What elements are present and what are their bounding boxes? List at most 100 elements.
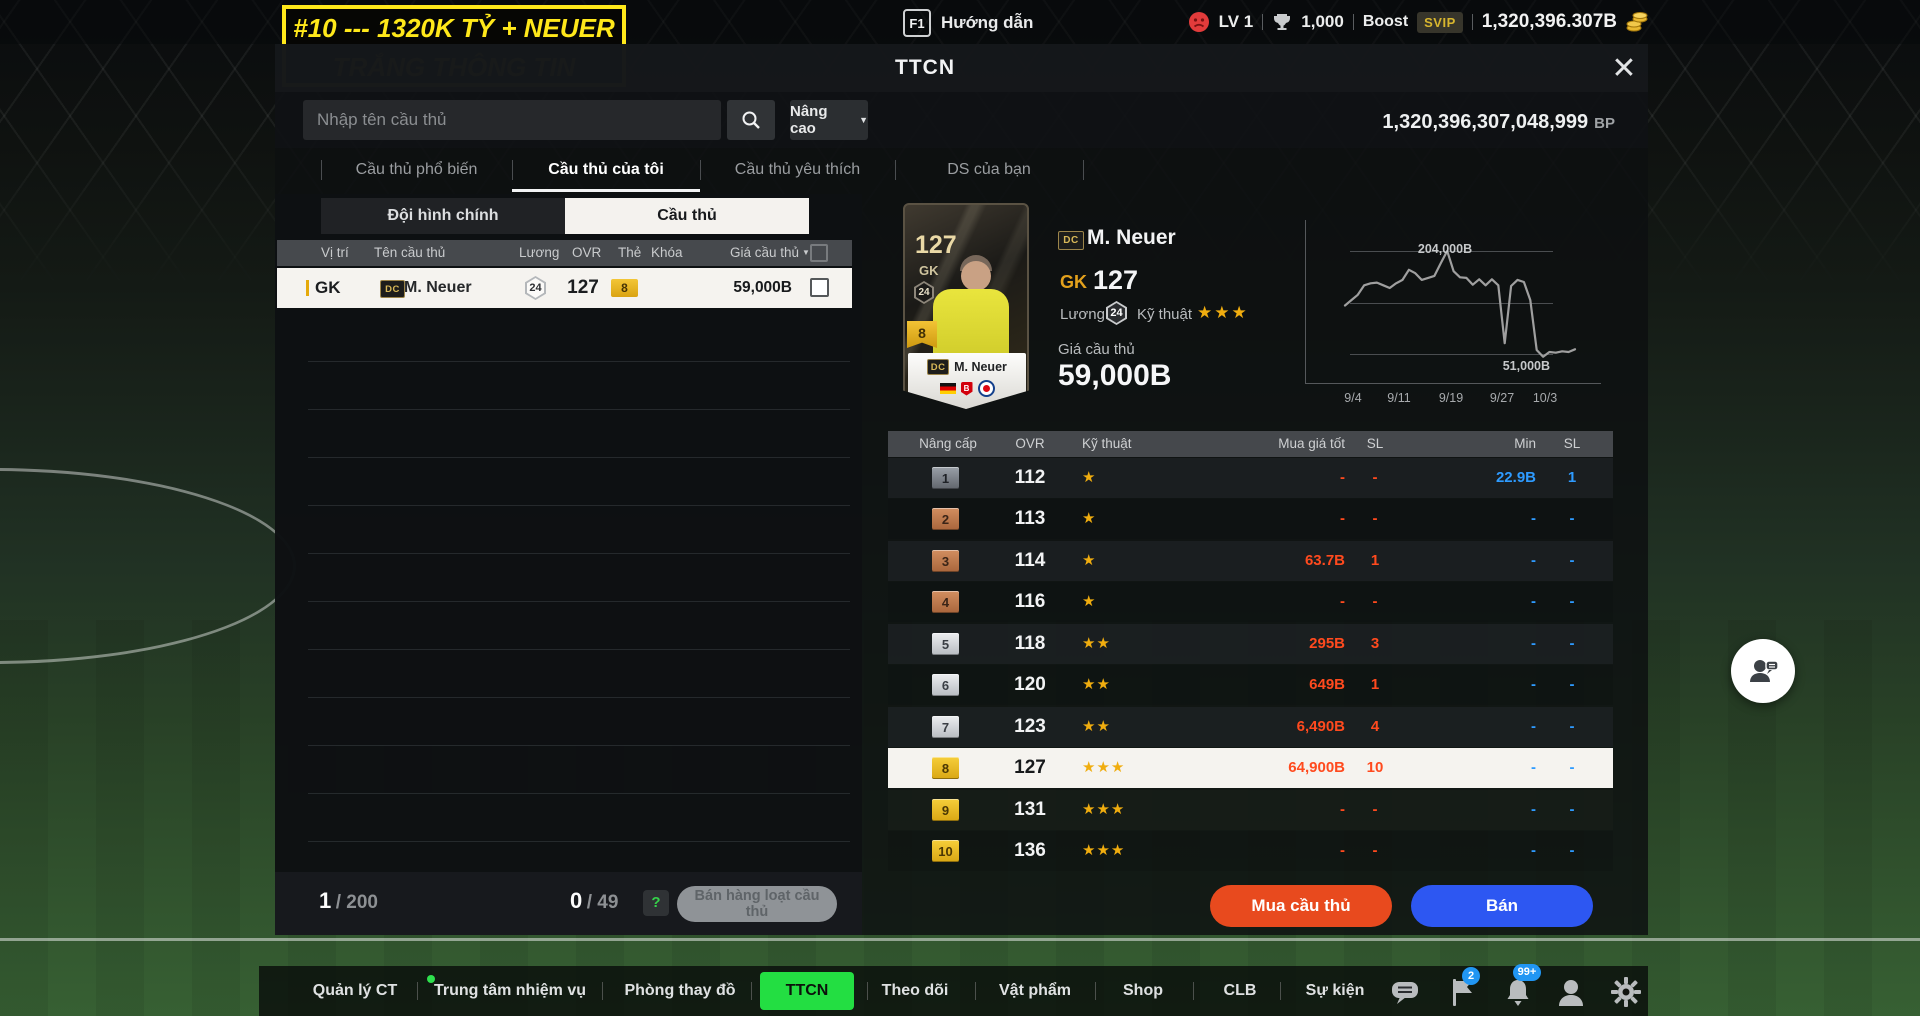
sort-desc-icon: ▼: [802, 248, 810, 257]
help-label: Hướng dẫn: [941, 13, 1034, 32]
player-list-header: Vị trí Tên cầu thủ Lương OVR Thẻ Khóa Gi…: [277, 240, 852, 266]
advanced-label: Nâng cao: [790, 103, 828, 137]
tab-your-list[interactable]: DS của bạn: [947, 161, 1031, 178]
detail-player-name: M. Neuer: [1087, 226, 1176, 249]
tab-popular-players[interactable]: Cầu thủ phổ biến: [355, 161, 478, 178]
nav-shop[interactable]: Shop: [1123, 982, 1163, 999]
bayern-crest-icon: [977, 380, 995, 397]
nav-ttcn-active[interactable]: TTCN: [760, 972, 854, 1010]
nav-mission-center[interactable]: Trung tâm nhiệm vụ: [433, 982, 587, 999]
col-name: Tên cầu thủ: [374, 245, 446, 260]
person-chat-icon: [1750, 660, 1779, 682]
chat-icon[interactable]: [1388, 975, 1422, 1009]
card-salary-hex: 24: [914, 281, 934, 304]
trophy-icon: [1274, 14, 1291, 30]
tab-my-players[interactable]: Cầu thủ của tôi: [548, 161, 664, 178]
upgrade-row-3[interactable]: 3 114 ★ 63.7B 1- -: [888, 541, 1613, 581]
upgrade-row-1[interactable]: 1 112 ★ - -22.9B 1: [888, 458, 1613, 498]
price-line-series: [1343, 249, 1577, 358]
nav-follow[interactable]: Theo dõi: [881, 982, 949, 999]
modal-title: TTCN: [895, 56, 955, 79]
card-position: GK: [919, 263, 939, 278]
player-card: 127 GK 24 8 DC M. Neuer B: [903, 203, 1029, 409]
skill-label: Kỹ thuật: [1137, 306, 1193, 323]
chart-max-label: 204,000B: [1417, 242, 1473, 256]
row-price: 59,000B: [733, 279, 792, 296]
boost-label[interactable]: Boost: [1362, 13, 1409, 30]
upgrade-row-5[interactable]: 5 118 ★★ 295B 3- -: [888, 624, 1613, 664]
upgrade-row-7[interactable]: 7 123 ★★ 6,490B 4- -: [888, 707, 1613, 747]
help-shortcut[interactable]: F1 Hướng dẫn: [903, 9, 1033, 37]
detail-position: GK: [1060, 272, 1087, 292]
salary-hex-badge: 24: [525, 276, 546, 300]
chevron-down-icon: ▼: [859, 115, 868, 125]
nav-items[interactable]: Vật phẩm: [998, 982, 1072, 999]
svip-badge[interactable]: SVIP: [1417, 11, 1463, 33]
upgrade-row-4[interactable]: 4 116 ★ - - - -: [888, 582, 1613, 622]
upgrade-row-9[interactable]: 9 131 ★★★ - - - -: [888, 790, 1613, 830]
tab-favorite-players[interactable]: Cầu thủ yêu thích: [734, 161, 861, 178]
search-icon: [742, 111, 760, 129]
upgrade-row-10[interactable]: 10 136 ★★★ - - - -: [888, 831, 1613, 871]
player-list-row[interactable]: GK DC M. Neuer 24 127 8 59,000B: [277, 268, 852, 308]
transfer-market-modal: TTCN ✕ Nâng cao ▼ 1,320,396,307,048,999 B…: [275, 44, 1648, 935]
nav-events[interactable]: Sự kiện: [1305, 982, 1365, 999]
close-icon[interactable]: ✕: [1611, 52, 1637, 85]
upgrade-row-2[interactable]: 2 113 ★ - - - -: [888, 499, 1613, 539]
col-position: Vị trí: [321, 245, 349, 260]
nav-clb[interactable]: CLB: [1223, 982, 1257, 999]
row-checkbox[interactable]: [810, 278, 829, 297]
upgrade-row-8-selected[interactable]: 8 127 ★★★ 64,900B 10- -: [888, 748, 1613, 788]
card-nameplate: DC M. Neuer B: [908, 353, 1026, 409]
f1-key-icon: F1: [903, 9, 931, 37]
price-label: Giá cầu thủ: [1058, 341, 1135, 358]
detail-ovr: 127: [1093, 265, 1139, 295]
nav-locker-room[interactable]: Phòng thay đồ: [624, 982, 736, 999]
bp-amount: 1,320,396,307,048,999: [1382, 111, 1589, 133]
sell-button[interactable]: Bán: [1411, 885, 1593, 927]
social-chat-floating-button[interactable]: [1731, 639, 1795, 703]
detail-price: 59,000B: [1058, 359, 1172, 392]
sell-count: 0 / 49: [570, 888, 619, 913]
card-ovr: 127: [915, 231, 957, 259]
subtab-main-squad[interactable]: Đội hình chính: [321, 198, 565, 234]
col-price[interactable]: Giá cầu thủ ▼: [730, 245, 810, 260]
player-count: 1 / 200: [319, 888, 378, 913]
select-all-checkbox[interactable]: [810, 244, 828, 262]
detail-salary-hex: 24: [1106, 301, 1127, 325]
bundesliga-icon: B: [960, 381, 973, 396]
profile-icon[interactable]: [1554, 975, 1588, 1009]
bulk-sell-button[interactable]: Bán hàng loạt cầu thủ: [677, 886, 837, 922]
search-button[interactable]: [727, 100, 775, 140]
upgrade-table-header: Nâng cấp OVR Kỹ thuật Mua giá tốt SL Min…: [888, 431, 1613, 457]
coins-icon: [1626, 12, 1648, 32]
subtab-players[interactable]: Cầu thủ: [565, 198, 809, 234]
bp-unit: BP: [1594, 115, 1615, 132]
skill-stars: ★★★: [1197, 303, 1249, 322]
gear-icon[interactable]: [1609, 975, 1643, 1009]
list-footer: 1 / 200 0 / 49 ? Bán hàng loạt cầu thủ: [275, 872, 862, 935]
bell-icon[interactable]: [1501, 975, 1535, 1009]
help-icon[interactable]: ?: [643, 890, 669, 916]
col-ovr: OVR: [572, 245, 602, 260]
nav-manage-ct[interactable]: Quản lý CT: [312, 982, 398, 999]
mood-face-icon: [1188, 12, 1209, 32]
active-tab-underline: [512, 189, 700, 192]
col-lock: Khóa: [651, 245, 683, 260]
buy-player-button[interactable]: Mua cầu thủ: [1210, 885, 1392, 927]
mission-alert-dot: [427, 975, 435, 983]
salary-label: Lương: [1060, 306, 1105, 323]
player-jersey: [933, 289, 1009, 355]
x-tick: 9/27: [1489, 391, 1515, 405]
flag-badge: 2: [1462, 967, 1480, 985]
chart-min-label: 51,000B: [1502, 359, 1550, 373]
detail-club-badge: DC: [1058, 231, 1084, 250]
row-ovr: 127: [567, 277, 599, 298]
upgrade-row-6[interactable]: 6 120 ★★ 649B 1- -: [888, 665, 1613, 705]
germany-flag-icon: [939, 383, 956, 394]
x-tick: 9/11: [1387, 391, 1411, 405]
search-input[interactable]: [303, 100, 721, 140]
col-card: Thẻ: [618, 245, 642, 260]
advanced-filter-button[interactable]: Nâng cao ▼: [790, 100, 868, 140]
